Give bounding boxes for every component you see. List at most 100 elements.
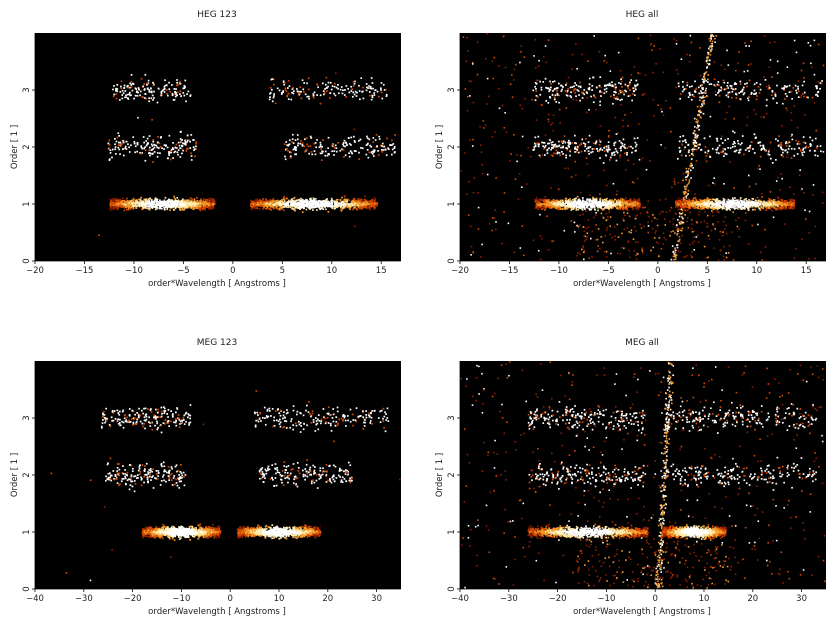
- count-pixel: [653, 45, 655, 47]
- count-pixel: [509, 160, 511, 162]
- count-pixel: [577, 225, 580, 228]
- count-pixel: [196, 200, 199, 202]
- count-pixel: [154, 205, 157, 208]
- count-pixel: [336, 198, 339, 201]
- count-pixel: [332, 205, 335, 207]
- count-pixel: [706, 57, 709, 59]
- count-pixel: [327, 205, 329, 208]
- count-pixel: [351, 204, 354, 207]
- count-pixel: [170, 199, 173, 202]
- count-pixel: [680, 220, 682, 223]
- count-pixel: [183, 86, 186, 88]
- count-pixel: [790, 135, 793, 138]
- count-pixel: [361, 205, 364, 208]
- count-pixel: [466, 37, 468, 39]
- count-pixel: [264, 204, 267, 207]
- count-pixel: [168, 134, 171, 137]
- count-pixel: [561, 203, 563, 205]
- count-pixel: [597, 202, 600, 205]
- count-pixel: [329, 97, 331, 99]
- count-pixel: [308, 203, 311, 206]
- count-pixel: [126, 85, 128, 88]
- count-pixel: [285, 204, 287, 207]
- count-pixel: [142, 205, 144, 208]
- count-pixel: [542, 206, 545, 209]
- count-pixel: [622, 208, 624, 211]
- count-pixel: [118, 204, 121, 207]
- count-pixel: [295, 153, 297, 156]
- count-pixel: [187, 199, 190, 201]
- count-pixel: [151, 201, 154, 204]
- count-pixel: [109, 207, 112, 210]
- count-pixel: [545, 205, 548, 207]
- count-pixel: [706, 67, 708, 69]
- count-pixel: [637, 207, 640, 210]
- count-pixel: [690, 177, 692, 179]
- count-pixel: [142, 136, 145, 138]
- count-pixel: [148, 208, 151, 211]
- count-pixel: [344, 205, 347, 208]
- count-pixel: [120, 202, 122, 204]
- count-pixel: [675, 229, 678, 231]
- count-pixel: [116, 208, 119, 211]
- count-pixel: [323, 93, 325, 96]
- count-pixel: [362, 97, 365, 100]
- count-pixel: [197, 202, 199, 205]
- count-pixel: [613, 226, 616, 228]
- count-pixel: [355, 95, 358, 97]
- count-pixel: [463, 152, 466, 154]
- count-pixel: [163, 144, 166, 146]
- count-pixel: [658, 237, 661, 239]
- count-pixel: [339, 88, 342, 91]
- count-pixel: [294, 203, 296, 206]
- count-pixel: [476, 73, 479, 76]
- count-pixel: [370, 145, 373, 148]
- count-pixel: [189, 94, 192, 97]
- count-pixel: [782, 102, 784, 105]
- count-pixel: [626, 227, 629, 229]
- count-pixel: [622, 92, 625, 94]
- count-pixel: [697, 134, 699, 137]
- count-pixel: [585, 238, 587, 241]
- count-pixel: [576, 68, 578, 70]
- count-pixel: [665, 211, 668, 213]
- count-pixel: [182, 199, 185, 202]
- count-pixel: [679, 213, 682, 215]
- count-pixel: [655, 241, 658, 243]
- count-pixel: [148, 90, 151, 93]
- count-pixel: [673, 248, 676, 250]
- count-pixel: [153, 146, 156, 149]
- count-pixel: [306, 143, 308, 146]
- count-pixel: [584, 208, 586, 210]
- count-pixel: [549, 207, 552, 209]
- count-pixel: [117, 207, 120, 209]
- count-pixel: [677, 181, 680, 184]
- count-pixel: [187, 147, 189, 150]
- count-pixel: [282, 197, 285, 199]
- count-pixel: [596, 202, 598, 205]
- count-pixel: [611, 207, 614, 209]
- count-pixel: [701, 103, 703, 105]
- count-pixel: [256, 199, 258, 202]
- count-pixel: [376, 90, 379, 93]
- count-pixel: [759, 168, 761, 170]
- count-pixel: [547, 202, 550, 205]
- count-pixel: [609, 199, 612, 202]
- count-pixel: [107, 142, 110, 145]
- count-pixel: [174, 150, 177, 153]
- count-pixel: [685, 170, 688, 173]
- count-pixel: [292, 200, 294, 203]
- count-pixel: [349, 206, 352, 209]
- count-pixel: [161, 205, 163, 208]
- count-pixel: [143, 204, 145, 207]
- count-pixel: [646, 139, 649, 141]
- count-pixel: [491, 60, 494, 63]
- count-pixel: [548, 203, 551, 205]
- count-pixel: [291, 201, 294, 204]
- count-pixel: [182, 204, 185, 207]
- count-pixel: [161, 203, 164, 206]
- count-pixel: [608, 211, 610, 214]
- count-pixel: [335, 72, 337, 74]
- count-pixel: [146, 88, 149, 90]
- count-pixel: [559, 199, 562, 202]
